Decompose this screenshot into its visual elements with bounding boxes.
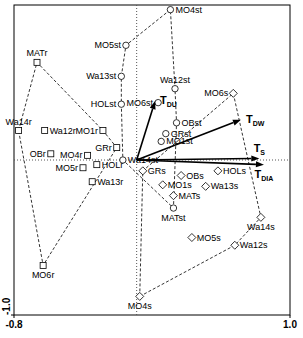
diamond-marker bbox=[257, 213, 265, 221]
point-label: Wa12s bbox=[240, 240, 268, 250]
point-label: MATs bbox=[178, 191, 200, 201]
diamond-marker bbox=[139, 167, 147, 175]
point-label: MO4st bbox=[175, 5, 202, 15]
point-label: OBst bbox=[182, 118, 203, 128]
square-marker bbox=[42, 128, 48, 134]
circle-marker bbox=[118, 101, 124, 107]
x-tick-label: -0.8 bbox=[5, 319, 23, 330]
circle-marker bbox=[173, 120, 179, 126]
circle-marker bbox=[123, 42, 129, 48]
square-marker bbox=[89, 179, 95, 185]
point-label: TDIA bbox=[255, 168, 274, 182]
point-label: MO4r bbox=[60, 150, 83, 160]
point-label: Wa12r bbox=[50, 126, 76, 136]
point-label: Wa13s bbox=[211, 181, 239, 191]
point-label: GRs bbox=[148, 166, 167, 176]
point-label: TDU bbox=[160, 94, 177, 108]
diamond-marker bbox=[136, 292, 144, 300]
point-label: MO6s bbox=[204, 88, 229, 98]
point-label: MO5s bbox=[197, 233, 222, 243]
point-label: MO6st bbox=[127, 98, 154, 108]
square-marker bbox=[94, 162, 100, 168]
diamond-marker bbox=[214, 167, 222, 175]
point-label: HOLs bbox=[223, 166, 247, 176]
square-marker bbox=[16, 128, 22, 134]
arrow-head bbox=[256, 161, 264, 167]
arrow-head bbox=[251, 156, 259, 162]
point-label: TDW bbox=[246, 113, 265, 127]
point-label: GRr bbox=[95, 143, 112, 153]
arrow-head bbox=[232, 120, 241, 126]
group-hull bbox=[140, 93, 261, 296]
label-subscript: S bbox=[260, 149, 265, 156]
point-label: Wa14st bbox=[128, 155, 159, 165]
point-label: MO5r bbox=[56, 163, 79, 173]
point-label: HOLst bbox=[91, 99, 117, 109]
diamond-marker bbox=[188, 234, 196, 242]
point-label: Wa13r bbox=[97, 177, 123, 187]
circle-marker bbox=[118, 73, 124, 79]
point-label: MATst bbox=[161, 213, 186, 223]
labels: MATr Wa14r Wa12rMO1r GRr OBr MO4r MO5r HOLr Wa13… bbox=[6, 5, 276, 312]
arrow-shaft bbox=[137, 109, 153, 160]
diamond-marker bbox=[202, 182, 210, 190]
point-label: Wa12st bbox=[160, 75, 191, 85]
circle-marker bbox=[170, 205, 176, 211]
diamond-marker bbox=[159, 181, 167, 189]
square-marker bbox=[48, 151, 54, 157]
x-tick-label: 1.0 bbox=[283, 319, 297, 330]
label-subscript: DW bbox=[253, 120, 265, 127]
plot-area bbox=[14, 5, 290, 315]
circle-marker bbox=[158, 138, 164, 144]
point-label: OBr bbox=[30, 149, 46, 159]
diamond-marker bbox=[229, 89, 237, 97]
y-tick-label: -1.0 bbox=[1, 297, 12, 315]
square-marker bbox=[85, 152, 91, 158]
label-subscript: DU bbox=[167, 101, 177, 108]
point-label: HOLr bbox=[102, 160, 124, 170]
circle-marker bbox=[167, 6, 173, 12]
point-label: Wa14s bbox=[247, 222, 275, 232]
square-marker bbox=[40, 262, 46, 268]
circle-marker bbox=[172, 86, 178, 92]
diamond-marker bbox=[169, 192, 177, 200]
point-label: MO1s bbox=[168, 180, 193, 190]
square-marker bbox=[34, 59, 40, 65]
x-tick bbox=[290, 315, 291, 318]
point-label: Wa13st bbox=[86, 71, 117, 81]
group-hull bbox=[121, 10, 176, 208]
label-subscript: DIA bbox=[261, 175, 273, 182]
point-label: MO5st bbox=[94, 40, 121, 50]
point-label: MO6r bbox=[32, 270, 55, 280]
diamond-marker bbox=[177, 172, 185, 180]
point-label: MO1r bbox=[75, 126, 98, 136]
square-marker bbox=[100, 128, 106, 134]
square-marker bbox=[80, 165, 86, 171]
point-label: MO4s bbox=[128, 301, 153, 311]
frame bbox=[14, 5, 290, 315]
point-label: MATr bbox=[27, 48, 48, 58]
chart: -0.81.0-1.0MATrWa14rWa12rMO1rGRrOBrMO4rM… bbox=[0, 0, 303, 338]
point-label: TS bbox=[254, 142, 266, 156]
point-label: Wa14r bbox=[6, 117, 32, 127]
square-marker bbox=[114, 145, 120, 151]
diamond-marker bbox=[231, 241, 239, 249]
point-label: MO1st bbox=[166, 136, 193, 146]
